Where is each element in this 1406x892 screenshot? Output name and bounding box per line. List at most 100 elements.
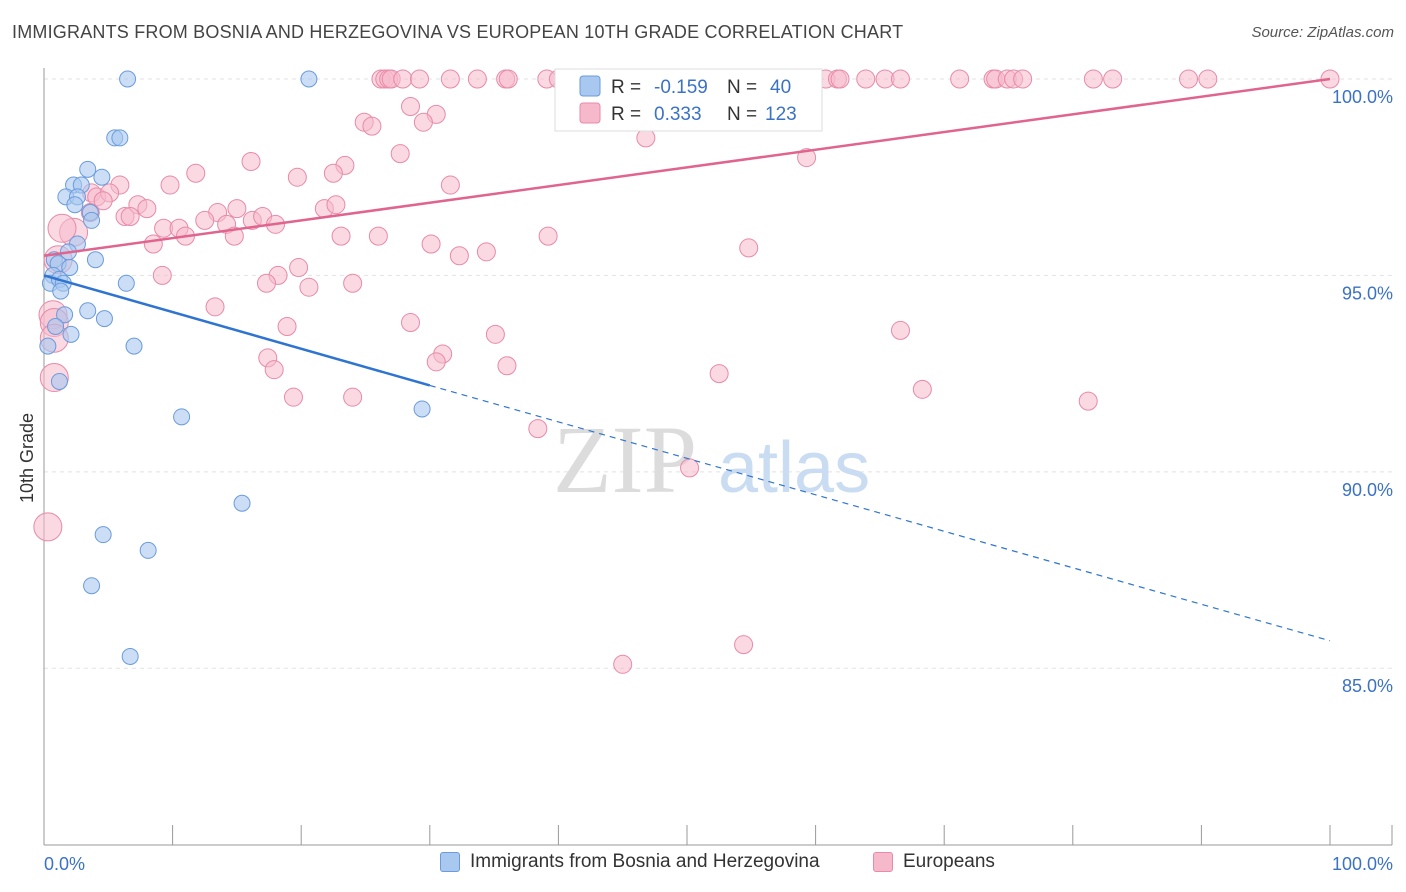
data-point-bosnia (66, 196, 84, 214)
data-point-europeans (326, 195, 346, 215)
data-point-europeans (224, 226, 244, 246)
trend-line-bosnia-extrapolated (429, 384, 1331, 642)
legend-n-value-1: 40 (770, 77, 791, 98)
data-point-europeans (393, 69, 413, 89)
data-point-europeans (797, 148, 817, 168)
axes (43, 68, 1393, 846)
data-point-bosnia (86, 251, 104, 269)
legend-swatch-blue (579, 75, 601, 97)
watermark-zip: ZIP (553, 406, 697, 513)
data-point-europeans (613, 654, 633, 674)
data-point-europeans (485, 324, 505, 344)
data-point-bosnia (50, 372, 68, 390)
data-point-bosnia (111, 129, 129, 147)
data-point-europeans (152, 265, 172, 285)
data-point-europeans (205, 297, 225, 317)
data-point-bosnia (83, 577, 101, 595)
data-point-europeans (227, 199, 247, 219)
data-point-europeans (93, 191, 113, 211)
data-point-europeans (277, 316, 297, 336)
data-point-europeans (449, 246, 469, 266)
data-point-bosnia (52, 282, 70, 300)
data-point-europeans (538, 226, 558, 246)
legend-r-label-2: R = (611, 104, 641, 125)
data-point-bosnia (94, 526, 112, 544)
y-axis-label: 10th Grade (17, 413, 37, 503)
data-point-europeans (1078, 391, 1098, 411)
data-point-bosnia (47, 317, 65, 335)
bottom-legend: Immigrants from Bosnia and Herzegovina E… (0, 851, 1406, 879)
y-tick-label: 90.0% (1342, 480, 1393, 500)
trend-line-bosnia (43, 274, 431, 387)
data-point-europeans (440, 69, 460, 89)
data-point-europeans (830, 69, 850, 89)
data-point-bosnia (95, 310, 113, 328)
y-tick-label: 100.0% (1332, 87, 1393, 107)
data-point-europeans (283, 387, 303, 407)
series-bosnia (39, 70, 431, 665)
data-point-europeans (120, 206, 140, 226)
chart-title: IMMIGRANTS FROM BOSNIA AND HERZEGOVINA V… (12, 22, 904, 42)
data-point-europeans (299, 277, 319, 297)
series-europeans (33, 69, 1340, 674)
data-point-europeans (426, 352, 446, 372)
data-point-europeans (1013, 69, 1033, 89)
data-point-europeans (241, 151, 261, 171)
data-point-bosnia (300, 70, 318, 88)
data-point-europeans (440, 175, 460, 195)
data-point-bosnia (83, 211, 101, 229)
data-point-europeans (264, 360, 284, 380)
y-tick-labels: 85.0% 90.0% 95.0% 100.0% (1332, 87, 1393, 696)
data-point-bosnia (121, 647, 139, 665)
data-point-europeans (401, 96, 421, 116)
data-point-bosnia (233, 494, 251, 512)
data-point-europeans (368, 226, 388, 246)
chart-source: Source: ZipAtlas.com (1251, 24, 1394, 41)
data-point-europeans (636, 128, 656, 148)
data-point-europeans (1103, 69, 1123, 89)
data-point-europeans (289, 258, 309, 278)
data-point-bosnia (39, 337, 57, 355)
data-point-bosnia (413, 400, 431, 418)
data-point-europeans (912, 379, 932, 399)
legend-n-label-2: N = (727, 104, 757, 125)
data-point-europeans (401, 313, 421, 333)
legend-swatch-pink (579, 102, 601, 124)
trend-lines (43, 77, 1331, 642)
data-point-bosnia (119, 70, 137, 88)
data-point-europeans (890, 69, 910, 89)
legend-swatch-bosnia (440, 852, 460, 872)
data-point-europeans (856, 69, 876, 89)
legend-swatch-europeans (873, 852, 893, 872)
data-point-europeans (143, 234, 163, 254)
data-point-europeans (137, 199, 157, 219)
data-point-bosnia (62, 325, 80, 343)
data-point-europeans (390, 144, 410, 164)
data-point-bosnia (56, 306, 74, 324)
legend-label-europeans: Europeans (903, 851, 995, 872)
legend-r-label-1: R = (611, 77, 641, 98)
data-point-europeans (498, 69, 518, 89)
legend-r-value-1: -0.159 (654, 77, 708, 98)
watermark-atlas: atlas (718, 428, 870, 508)
data-point-europeans (950, 69, 970, 89)
legend-label-bosnia: Immigrants from Bosnia and Herzegovina (470, 851, 820, 872)
data-point-bosnia (61, 259, 79, 277)
data-point-europeans (186, 163, 206, 183)
data-point-bosnia (117, 274, 135, 292)
x-tick-label-max: 100.0% (1332, 854, 1393, 874)
data-point-europeans (739, 238, 759, 258)
data-point-europeans (47, 213, 77, 243)
data-point-europeans (1083, 69, 1103, 89)
data-point-europeans (1198, 69, 1218, 89)
legend-n-label-1: N = (727, 77, 757, 98)
legend-item-europeans: Europeans (873, 851, 995, 873)
data-point-europeans (467, 69, 487, 89)
data-point-bosnia (93, 168, 111, 186)
watermark: ZIP atlas (553, 406, 870, 513)
data-point-europeans (890, 320, 910, 340)
legend-box: R = -0.159 N = 40 R = 0.333 N = 123 (554, 68, 823, 132)
data-point-europeans (476, 242, 496, 262)
data-point-europeans (362, 116, 382, 136)
